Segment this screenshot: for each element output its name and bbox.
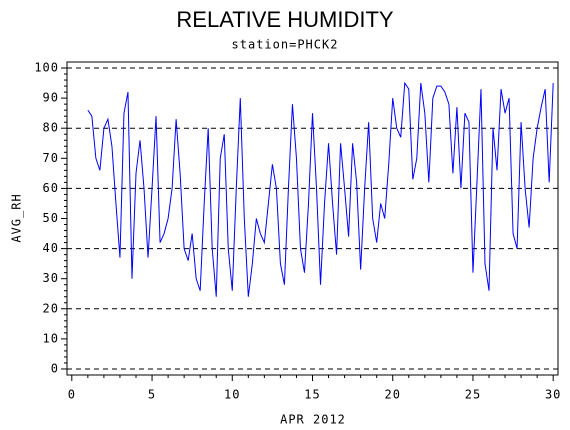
y-tick-label: 90 [43,91,59,105]
y-tick-label: 60 [43,181,59,195]
y-tick-label: 80 [43,121,59,135]
y-tick-label: 20 [43,301,59,315]
x-tick-label: 15 [304,388,320,402]
y-tick-label: 30 [43,271,59,285]
chart-subtitle: station=PHCK2 [232,38,339,52]
x-tick-label: 20 [385,388,401,402]
data-line [87,81,554,297]
y-tick-label: 70 [43,151,59,165]
x-tick-label: 0 [68,388,76,402]
y-tick-label: 100 [34,61,59,75]
y-tick-label: 40 [43,241,59,255]
y-tick-label: 50 [43,211,59,225]
x-tick-label: 5 [148,388,156,402]
x-tick-label: 25 [465,388,481,402]
y-tick-label: 10 [43,331,59,345]
x-tick-label: 30 [545,388,561,402]
chart-title: RELATIVE HUMIDITY [176,7,394,32]
x-axis-label: APR 2012 [280,413,346,427]
y-axis-label: AVG_RH [10,193,24,242]
x-tick-label: 10 [224,388,240,402]
y-tick-label: 0 [51,361,59,375]
